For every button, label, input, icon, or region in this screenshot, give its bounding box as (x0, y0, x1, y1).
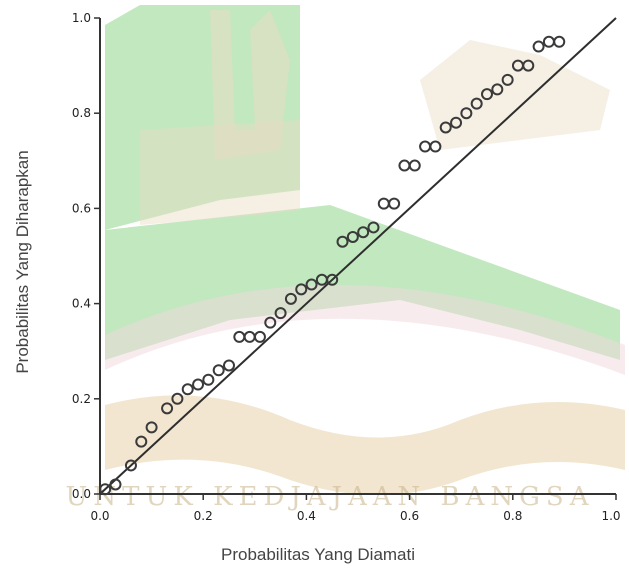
data-point (243, 330, 256, 343)
data-point (124, 459, 137, 472)
data-point (336, 235, 349, 248)
data-point (264, 316, 277, 329)
data-point (388, 197, 401, 210)
x-tick-label: 0.2 (194, 509, 213, 523)
watermark-gold-ornament (105, 395, 625, 495)
y-tick-label: 0.6 (72, 201, 91, 215)
data-point (501, 73, 514, 86)
data-point (171, 392, 184, 405)
data-point (470, 97, 483, 110)
x-tick-label: 0.6 (400, 509, 419, 523)
y-tick-label: 0.2 (72, 392, 91, 406)
data-point (532, 40, 545, 53)
y-tick-label: 0.4 (72, 297, 91, 311)
y-tick-label: 1.0 (72, 11, 91, 25)
data-point (419, 140, 432, 153)
data-point (346, 230, 359, 243)
watermark-torch-shape (210, 10, 290, 160)
watermark-green-field (105, 5, 620, 360)
data-point (398, 159, 411, 172)
data-point (377, 197, 390, 210)
x-axis-ticks: 0.0 0.2 0.4 0.6 0.8 1.0 (90, 494, 621, 523)
data-point (542, 35, 555, 48)
x-axis-title: Probabilitas Yang Diamati (221, 545, 415, 564)
data-point (233, 330, 246, 343)
data-point (212, 364, 225, 377)
data-point (161, 402, 174, 415)
y-tick-label: 0.0 (72, 487, 91, 501)
data-point (202, 373, 215, 386)
data-point (357, 226, 370, 239)
data-points (99, 35, 566, 496)
data-point (553, 35, 566, 48)
x-tick-label: 1.0 (601, 509, 620, 523)
data-point (408, 159, 421, 172)
data-point (192, 378, 205, 391)
watermark-motto: UNTUK KEDJAJAAN BANGSA (65, 482, 594, 512)
data-point (145, 421, 158, 434)
data-point (181, 383, 194, 396)
data-point (109, 478, 122, 491)
data-point (522, 59, 535, 72)
x-tick-label: 0.0 (90, 509, 109, 523)
diagonal-reference-line (99, 17, 617, 495)
data-point (326, 273, 339, 286)
data-point (305, 278, 318, 291)
y-axis-title: Probabilitas Yang Diharapkan (13, 150, 32, 373)
data-point (367, 221, 380, 234)
university-logo-watermark: UNTUK KEDJAJAAN BANGSA (65, 5, 625, 512)
data-point (135, 435, 148, 448)
data-point (481, 88, 493, 101)
data-point (253, 330, 266, 343)
data-point (274, 307, 287, 320)
data-point (460, 107, 473, 120)
data-point (429, 140, 442, 153)
x-tick-label: 0.4 (297, 509, 316, 523)
axes: 0.0 0.2 0.4 0.6 0.8 1.0 0.0 0.2 0.4 0.6 0.8 1.0 (72, 11, 621, 523)
data-point (439, 121, 452, 134)
data-point (450, 116, 463, 129)
data-point (491, 83, 504, 96)
data-point (295, 283, 308, 296)
y-tick-label: 0.8 (72, 106, 91, 120)
x-tick-label: 0.8 (503, 509, 522, 523)
watermark-pink-band (105, 284, 625, 375)
data-point (284, 292, 297, 305)
data-point (223, 359, 235, 372)
data-point (99, 483, 112, 496)
y-axis-ticks: 0.0 0.2 0.4 0.6 0.8 1.0 (72, 11, 100, 501)
